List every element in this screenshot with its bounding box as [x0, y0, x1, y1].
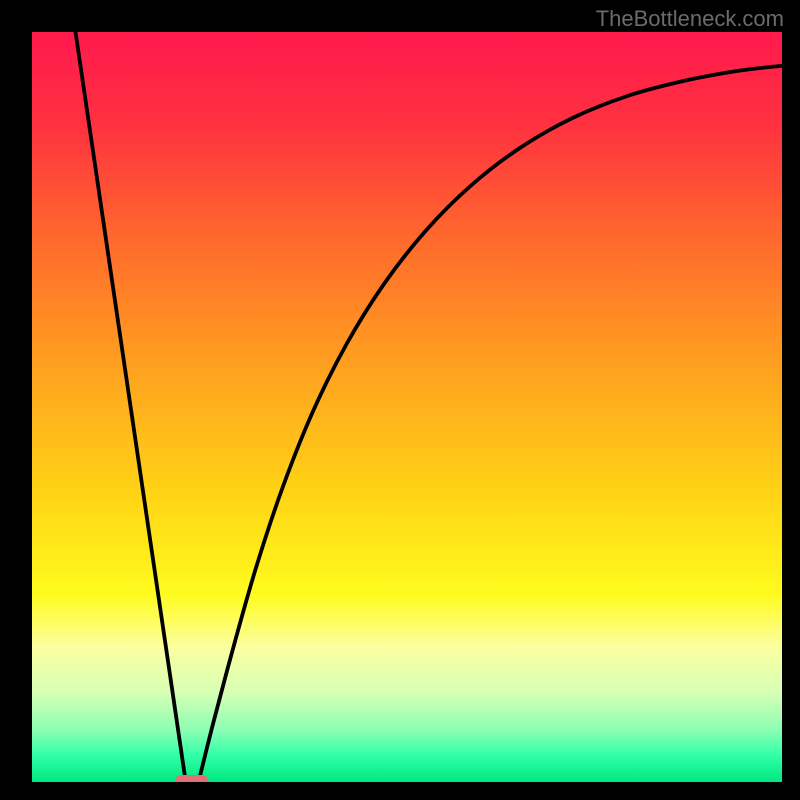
chart-frame: TheBottleneck.com — [0, 0, 800, 800]
chart-svg — [32, 32, 782, 782]
plot-area — [32, 32, 782, 782]
watermark-text: TheBottleneck.com — [596, 6, 784, 32]
minimum-marker — [175, 775, 209, 782]
gradient-background — [32, 32, 782, 782]
